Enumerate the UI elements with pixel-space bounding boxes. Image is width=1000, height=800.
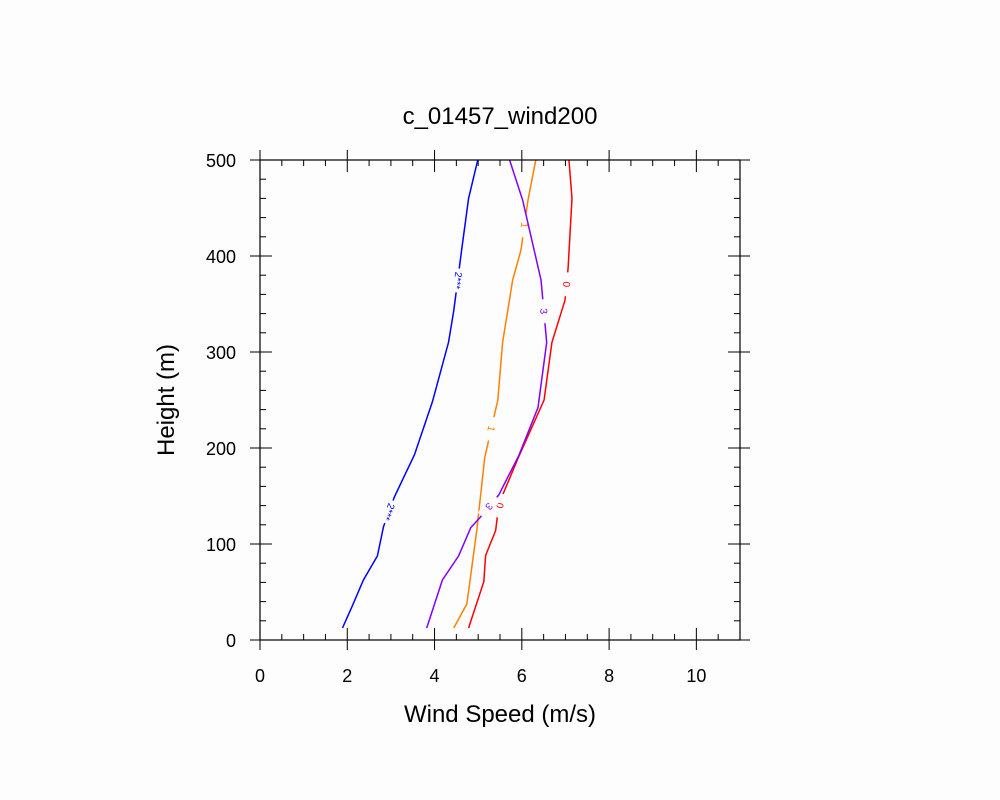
series-line-2: [341, 159, 479, 629]
x-tick-label: 8: [604, 666, 614, 686]
series-label-bg: [483, 415, 499, 442]
series-label: 0: [560, 281, 572, 288]
x-tick-label: 10: [686, 666, 706, 686]
series-line-3: [425, 159, 548, 629]
series-label: 1: [518, 222, 530, 229]
x-tick-label: 0: [255, 666, 265, 686]
series-label: 3: [482, 500, 494, 512]
y-tick-label: 200: [206, 439, 236, 459]
y-tick-label: 100: [206, 535, 236, 555]
y-tick-label: 300: [206, 343, 236, 363]
y-tick-label: 400: [206, 247, 236, 267]
x-tick-label: 4: [430, 666, 440, 686]
series-label-bg: [451, 267, 465, 294]
series-label: 3: [537, 308, 548, 315]
series-label: 2***: [450, 271, 463, 290]
x-axis-label: Wind Speed (m/s): [404, 701, 596, 728]
y-tick-label: 0: [226, 631, 236, 651]
x-tick-label: 6: [517, 666, 527, 686]
series-label: 1: [484, 425, 496, 433]
chart-title: c_01457_wind200: [403, 103, 598, 130]
series-label-bg: [492, 492, 508, 519]
series-label: 0: [493, 501, 505, 509]
series-label-bg: [380, 498, 398, 525]
series-label-bg: [537, 298, 550, 324]
series-label: 2***: [380, 502, 396, 522]
series-label-bg: [560, 271, 573, 297]
x-tick-label: 2: [342, 666, 352, 686]
series-label-bg: [477, 494, 501, 519]
plot-frame: [259, 159, 741, 641]
y-axis-label: Height (m): [153, 344, 180, 456]
y-tick-label: 500: [206, 151, 236, 171]
